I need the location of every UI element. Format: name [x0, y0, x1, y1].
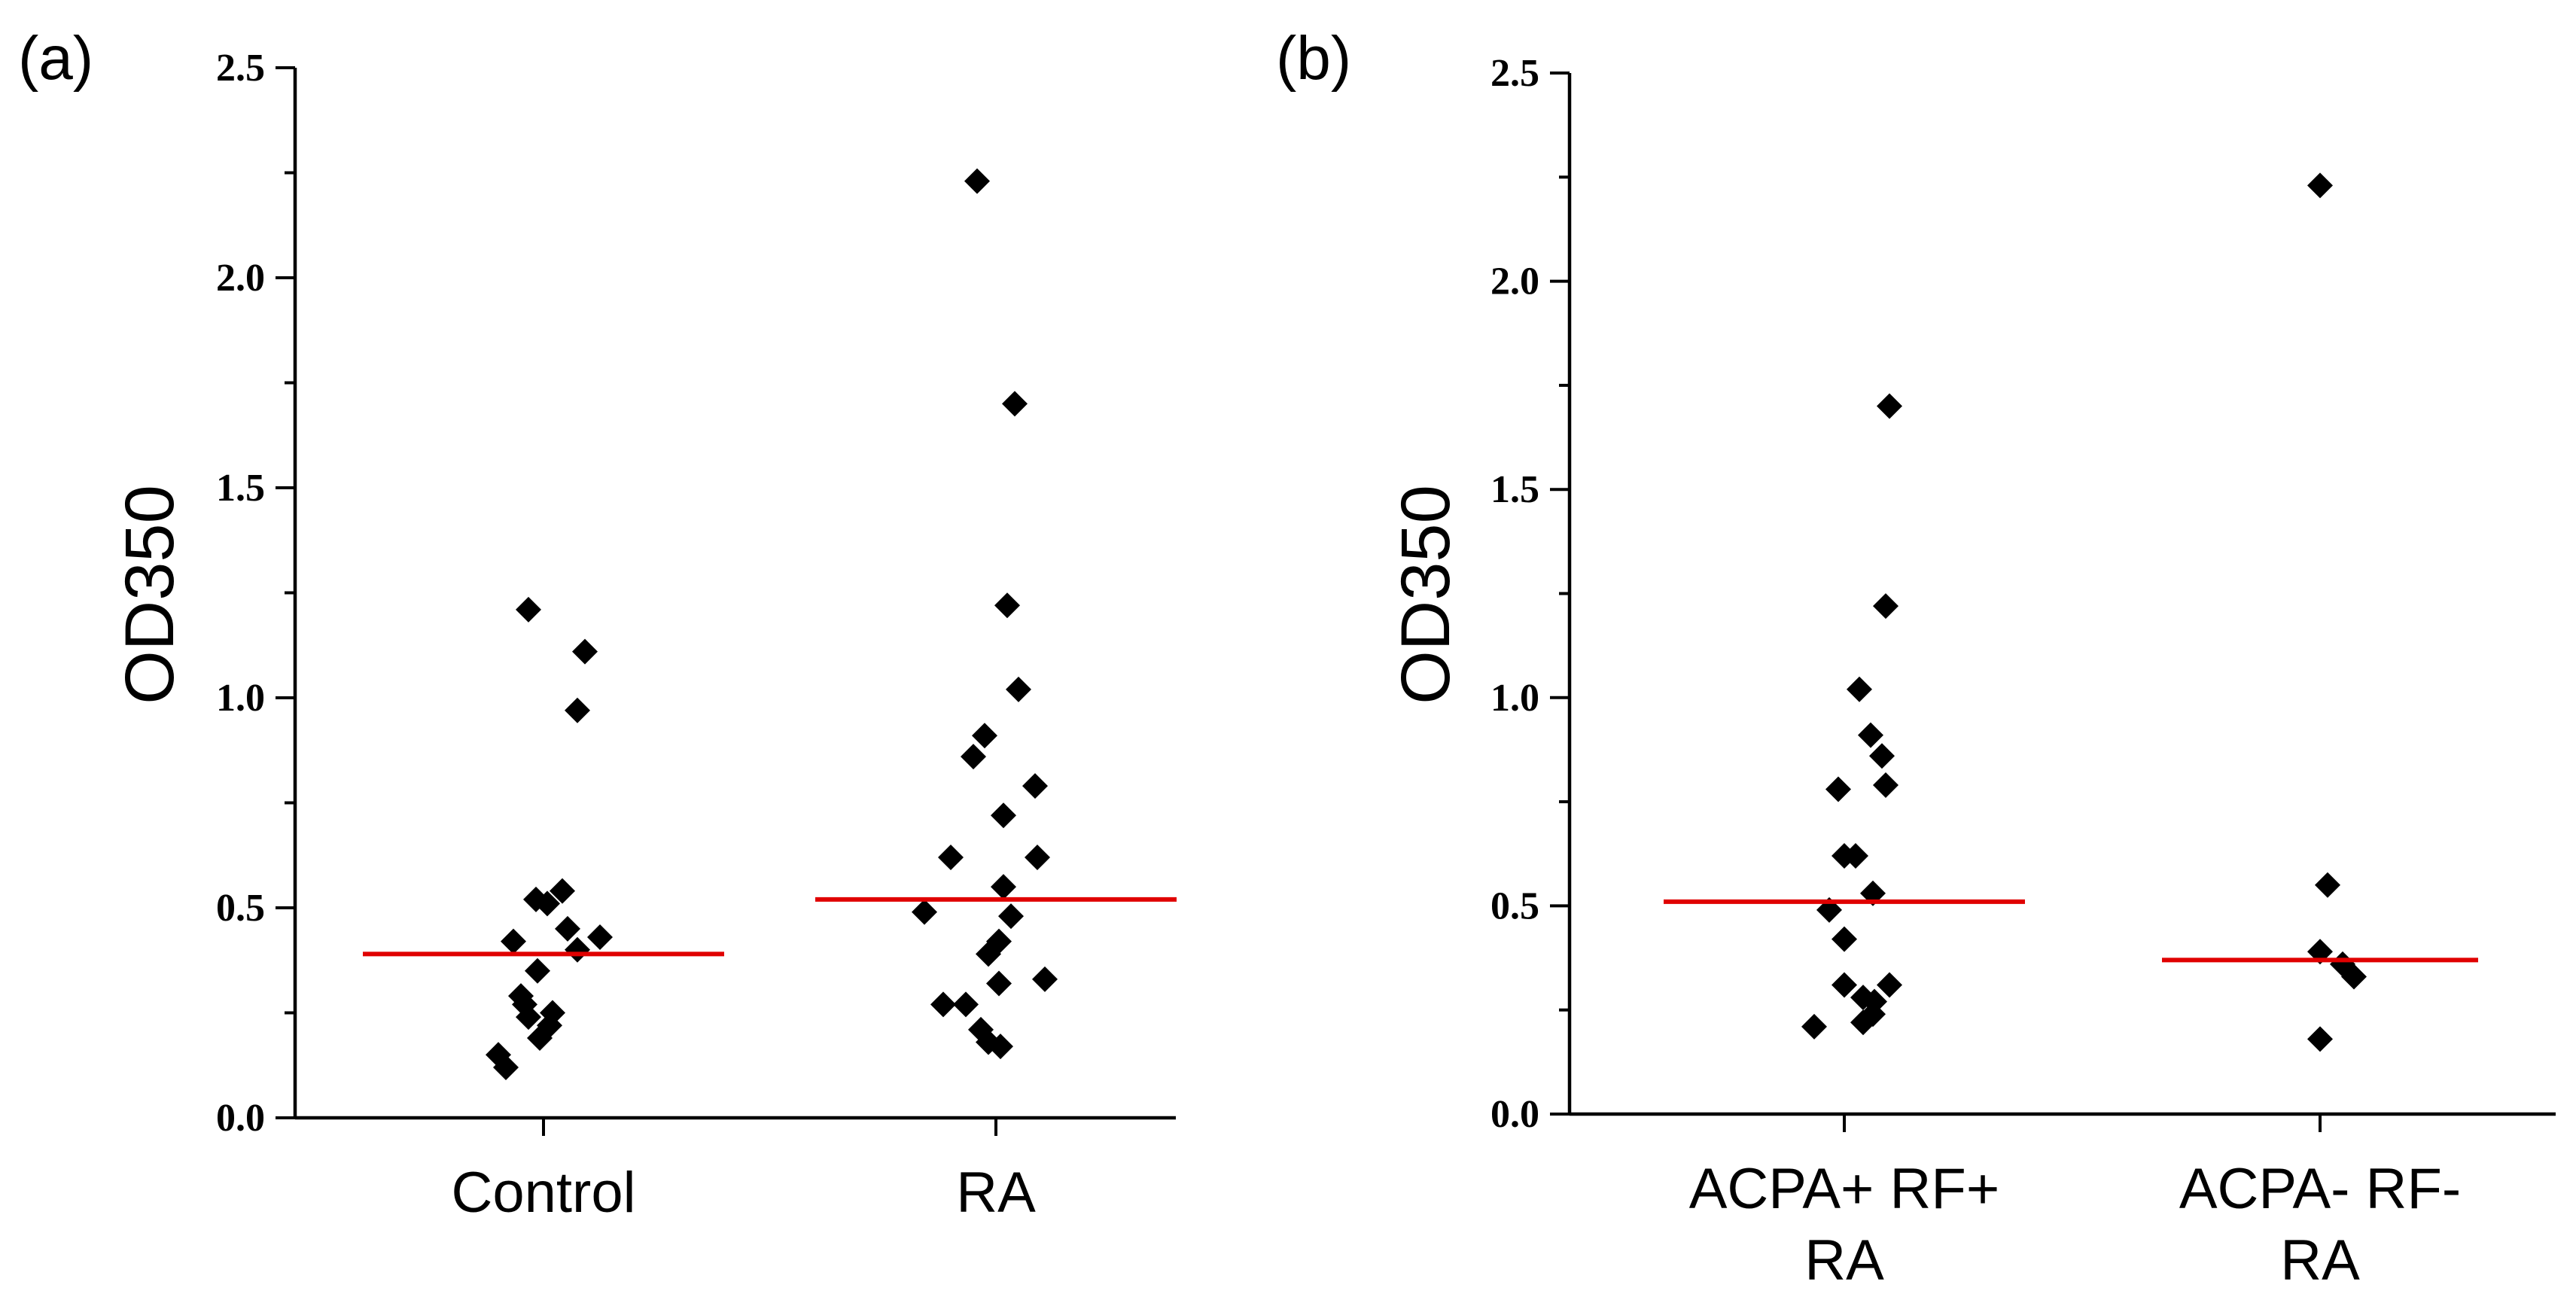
data-point	[953, 991, 979, 1018]
panel-a: (a) OD350 0.0 0.5 1.0 1.5 2.0 2.5 Control RA	[18, 24, 1177, 1225]
y-tick-label: 1.5	[1490, 468, 1539, 511]
data-point	[998, 903, 1024, 930]
data-point	[1825, 776, 1851, 802]
data-point	[2315, 872, 2340, 898]
y-tick-label: 2.5	[1490, 52, 1539, 95]
data-point	[988, 1034, 1013, 1060]
data-point	[2307, 172, 2333, 199]
y-tick-label: 1.0	[216, 677, 265, 720]
data-point	[986, 970, 1012, 997]
data-point	[1801, 1013, 1827, 1040]
data-point	[501, 928, 526, 954]
x-tick-label: RA	[956, 1161, 1036, 1225]
data-point	[534, 890, 560, 917]
data-point	[961, 744, 986, 770]
data-point	[930, 991, 956, 1018]
data-point	[1832, 926, 1857, 952]
x-tick-label-line: RA	[956, 1161, 1036, 1225]
data-point	[565, 697, 590, 723]
data-point	[976, 941, 1001, 967]
x-tick-label: ACPA- RF- RA	[2179, 1157, 2461, 1292]
data-point	[1022, 773, 1048, 799]
x-tick-label: Control	[452, 1161, 636, 1225]
x-tick-label: ACPA+ RF+ RA	[1689, 1157, 2000, 1292]
data-point	[2341, 964, 2367, 990]
data-point	[964, 168, 990, 194]
y-axis-label: OD350	[111, 485, 188, 705]
data-point	[1025, 845, 1050, 871]
panel-letter: (b)	[1276, 24, 1351, 93]
data-point	[1847, 676, 1872, 702]
data-point	[516, 596, 541, 623]
data-point	[972, 723, 997, 749]
data-point	[587, 924, 613, 951]
y-tick-label: 0.0	[1490, 1093, 1539, 1136]
data-point	[1843, 843, 1868, 869]
data-point	[1832, 972, 1857, 998]
x-tick-label-line: RA	[2280, 1228, 2360, 1292]
data-point	[1877, 972, 1902, 998]
data-point	[565, 936, 590, 963]
y-tick-label: 2.5	[216, 47, 265, 90]
data-point	[938, 845, 964, 871]
data-point	[1873, 772, 1899, 798]
x-tick-label-line: Control	[452, 1161, 636, 1225]
data-point	[991, 874, 1016, 900]
y-tick-label: 2.0	[216, 257, 265, 300]
x-tick-label-line: ACPA+ RF+	[1689, 1157, 2000, 1221]
y-tick-label: 0.5	[216, 887, 265, 930]
data-point	[991, 802, 1016, 829]
y-tick-label: 0.5	[1490, 884, 1539, 927]
x-tick-label-line: RA	[1804, 1228, 1884, 1292]
y-tick-label: 2.0	[1490, 260, 1539, 303]
data-point	[1858, 722, 1883, 748]
data-point	[2307, 1026, 2333, 1052]
data-point	[1006, 676, 1031, 702]
y-tick-label: 1.5	[216, 467, 265, 510]
data-point	[516, 1004, 541, 1031]
y-tick-label: 1.0	[1490, 677, 1539, 720]
data-point	[525, 957, 550, 984]
data-point	[1850, 1009, 1876, 1036]
data-point	[994, 592, 1020, 619]
panel-letter: (a)	[18, 24, 93, 93]
data-point	[1873, 593, 1899, 620]
data-point	[572, 638, 598, 665]
data-point	[1002, 391, 1028, 417]
x-tick-label-line: ACPA- RF-	[2179, 1157, 2461, 1221]
data-point	[1877, 393, 1902, 419]
data-point	[1032, 966, 1058, 992]
data-point	[1869, 743, 1895, 769]
y-tick-label: 0.0	[216, 1097, 265, 1140]
data-point	[493, 1055, 519, 1081]
data-point	[550, 878, 575, 904]
data-point	[912, 899, 937, 925]
y-axis-label: OD350	[1387, 485, 1464, 705]
data-point	[527, 1024, 553, 1051]
data-point	[555, 915, 580, 942]
